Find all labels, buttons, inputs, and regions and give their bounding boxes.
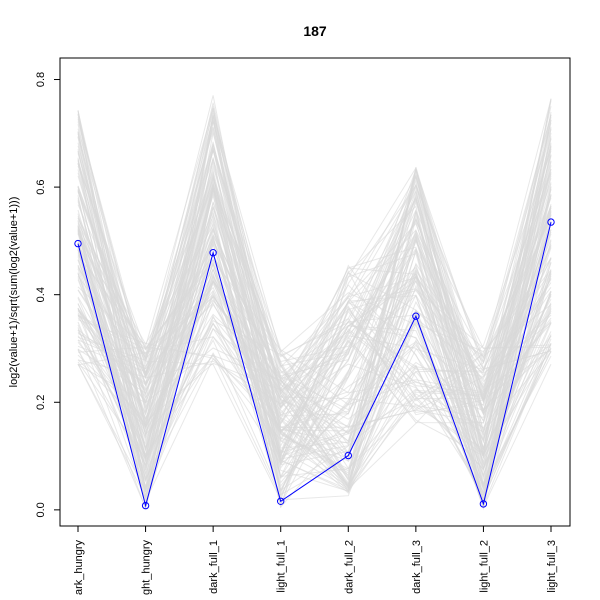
- x-tick-label: light_full_1: [276, 540, 288, 593]
- data-point: [344, 451, 352, 460]
- background-series-line: [77, 146, 552, 506]
- data-point: [547, 218, 555, 226]
- background-lines: [77, 95, 552, 511]
- background-series-line: [77, 136, 552, 466]
- highlight-series-line: [77, 221, 552, 508]
- data-point: [277, 497, 285, 505]
- background-series-line: [77, 223, 552, 488]
- background-series-line: [77, 248, 552, 507]
- background-series-line: [77, 224, 552, 476]
- x-tick-label: light_full_2: [478, 540, 490, 593]
- y-tick-label: 0.0: [35, 502, 47, 517]
- x-axis: ark_hungry ght_hungry dark_full_1 light_ful…: [73, 526, 558, 595]
- background-series-line: [77, 111, 552, 503]
- background-series-line: [77, 113, 552, 505]
- background-series-line: [77, 185, 552, 478]
- y-tick-label: 0.6: [35, 179, 47, 194]
- data-point: [209, 249, 217, 257]
- x-tick-label: dark_full_3: [411, 540, 423, 594]
- background-series-line: [77, 180, 552, 500]
- y-tick-label: 0.2: [35, 395, 47, 410]
- background-series-line: [77, 144, 552, 457]
- x-tick-label: dark_full_2: [343, 540, 355, 594]
- background-series-line: [77, 116, 552, 478]
- y-axis-label: log2(value+1)/sqrt(sum(log2(value+1))): [8, 197, 20, 388]
- data-point: [74, 239, 82, 248]
- x-tick-label: light_full_3: [546, 540, 558, 593]
- x-tick-label: ght_hungry: [141, 540, 153, 596]
- chart-title: 187: [303, 23, 327, 39]
- data-point: [141, 501, 150, 510]
- background-series-line: [77, 138, 552, 479]
- y-tick-label: 0.8: [35, 72, 47, 87]
- background-series-line: [77, 197, 552, 499]
- x-tick-label: ark_hungry: [73, 540, 85, 596]
- data-point: [479, 500, 488, 508]
- background-series-line: [77, 157, 552, 458]
- background-series-line: [77, 143, 552, 380]
- background-series-line: [77, 197, 552, 494]
- x-tick-label: dark_full_1: [208, 540, 220, 594]
- background-series-line: [77, 182, 552, 428]
- highlight-series-points: [74, 218, 555, 510]
- y-axis: 0.0 0.2 0.4 0.6 0.8: [35, 72, 61, 518]
- background-series-line: [77, 102, 552, 488]
- background-series-line: [77, 193, 552, 507]
- data-point: [412, 312, 420, 320]
- background-series-line: [77, 189, 552, 506]
- background-series-line: [77, 233, 552, 493]
- y-tick-label: 0.4: [35, 287, 47, 302]
